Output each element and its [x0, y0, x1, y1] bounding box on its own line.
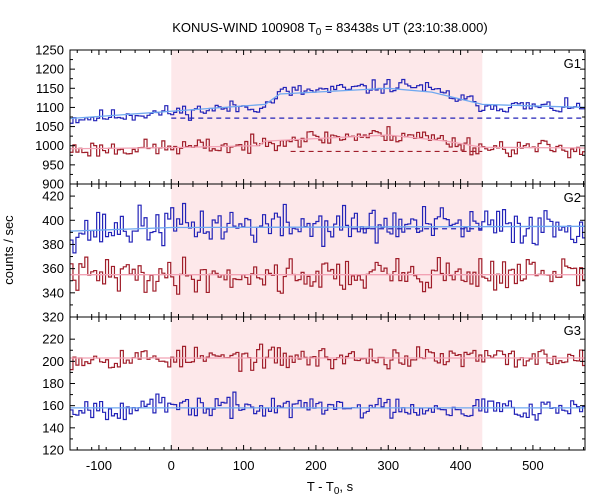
- chart-title-suffix: = 83438s UT (23:10:38.000): [321, 20, 487, 35]
- panel-1-y-tick-label: 1250: [35, 43, 64, 58]
- x-tick-label: 400: [450, 458, 472, 473]
- panel-1-y-tick-label: 1150: [36, 81, 64, 96]
- data-layer: [70, 78, 585, 421]
- text-layer: KONUS-WIND 100908 T0 = 83438s UT (23:10:…: [1, 20, 581, 497]
- panel-3-y-tick-label: 180: [42, 376, 64, 391]
- frame-layer: [69, 49, 586, 451]
- chart-title-prefix: KONUS-WIND 100908 T: [172, 20, 316, 35]
- panel-2-y-tick-label: 340: [42, 285, 64, 300]
- y-axis-title: counts / sec: [1, 215, 16, 285]
- x-tick-label: 500: [522, 458, 544, 473]
- panel-3-label: G3: [564, 323, 581, 338]
- panel-1-plot-area: [70, 78, 585, 159]
- panel-2-y-tick-label: 360: [42, 261, 64, 276]
- panel-3-y-tick-label: 140: [42, 420, 64, 435]
- panel-2-series-red: [70, 256, 585, 295]
- panel-2-label: G2: [564, 190, 581, 205]
- panel-3-y-tick-label: 220: [42, 332, 64, 347]
- panel-3-y-tick-label: 120: [42, 443, 64, 458]
- panel-2-series-blue: [70, 202, 585, 254]
- highlight-region: [171, 50, 483, 450]
- panel-2-fit-blue: [70, 225, 585, 232]
- panel-1-y-tick-label: 1000: [35, 138, 64, 153]
- x-tick-label: 100: [233, 458, 255, 473]
- x-axis-title-suffix: , s: [339, 479, 353, 494]
- panel-1-y-tick-label: 1200: [35, 62, 64, 77]
- panel-2-y-tick-label: 400: [42, 213, 64, 228]
- panel-3-series-blue: [70, 391, 585, 421]
- panel-1-label: G1: [564, 56, 581, 71]
- panel-3-y-tick-label: 200: [42, 354, 64, 369]
- x-tick-label: 300: [377, 458, 399, 473]
- panel-3-y-tick-label: 160: [42, 398, 64, 413]
- x-axis-title-prefix: T - T: [307, 479, 334, 494]
- x-tick-label: 0: [168, 458, 175, 473]
- panel-1-fit-blue: [70, 87, 585, 120]
- x-axis-title: T - T0, s: [307, 479, 354, 497]
- chart-title: KONUS-WIND 100908 T0 = 83438s UT (23:10:…: [172, 20, 487, 38]
- panel-2-y-tick-label: 320: [42, 310, 64, 325]
- x-tick-label: 200: [305, 458, 327, 473]
- panel-1-y-tick-label: 950: [42, 157, 64, 172]
- x-tick-label: -100: [86, 458, 112, 473]
- highlight-layer: [171, 50, 483, 450]
- panel-2-y-tick-label: 420: [42, 189, 64, 204]
- panel-1-y-tick-label: 1050: [35, 119, 64, 134]
- panel-3-plot-area: [70, 343, 585, 421]
- chart-title-subscript: 0: [316, 27, 322, 38]
- panel-1-y-tick-label: 1100: [36, 100, 64, 115]
- x-axis-title-subscript: 0: [334, 486, 340, 497]
- panel-2-plot-area: [70, 202, 585, 295]
- panel-1-y-tick-label: 900: [42, 177, 64, 192]
- panel-2-y-tick-label: 380: [42, 237, 64, 252]
- panel-1-fit-red: [70, 134, 585, 150]
